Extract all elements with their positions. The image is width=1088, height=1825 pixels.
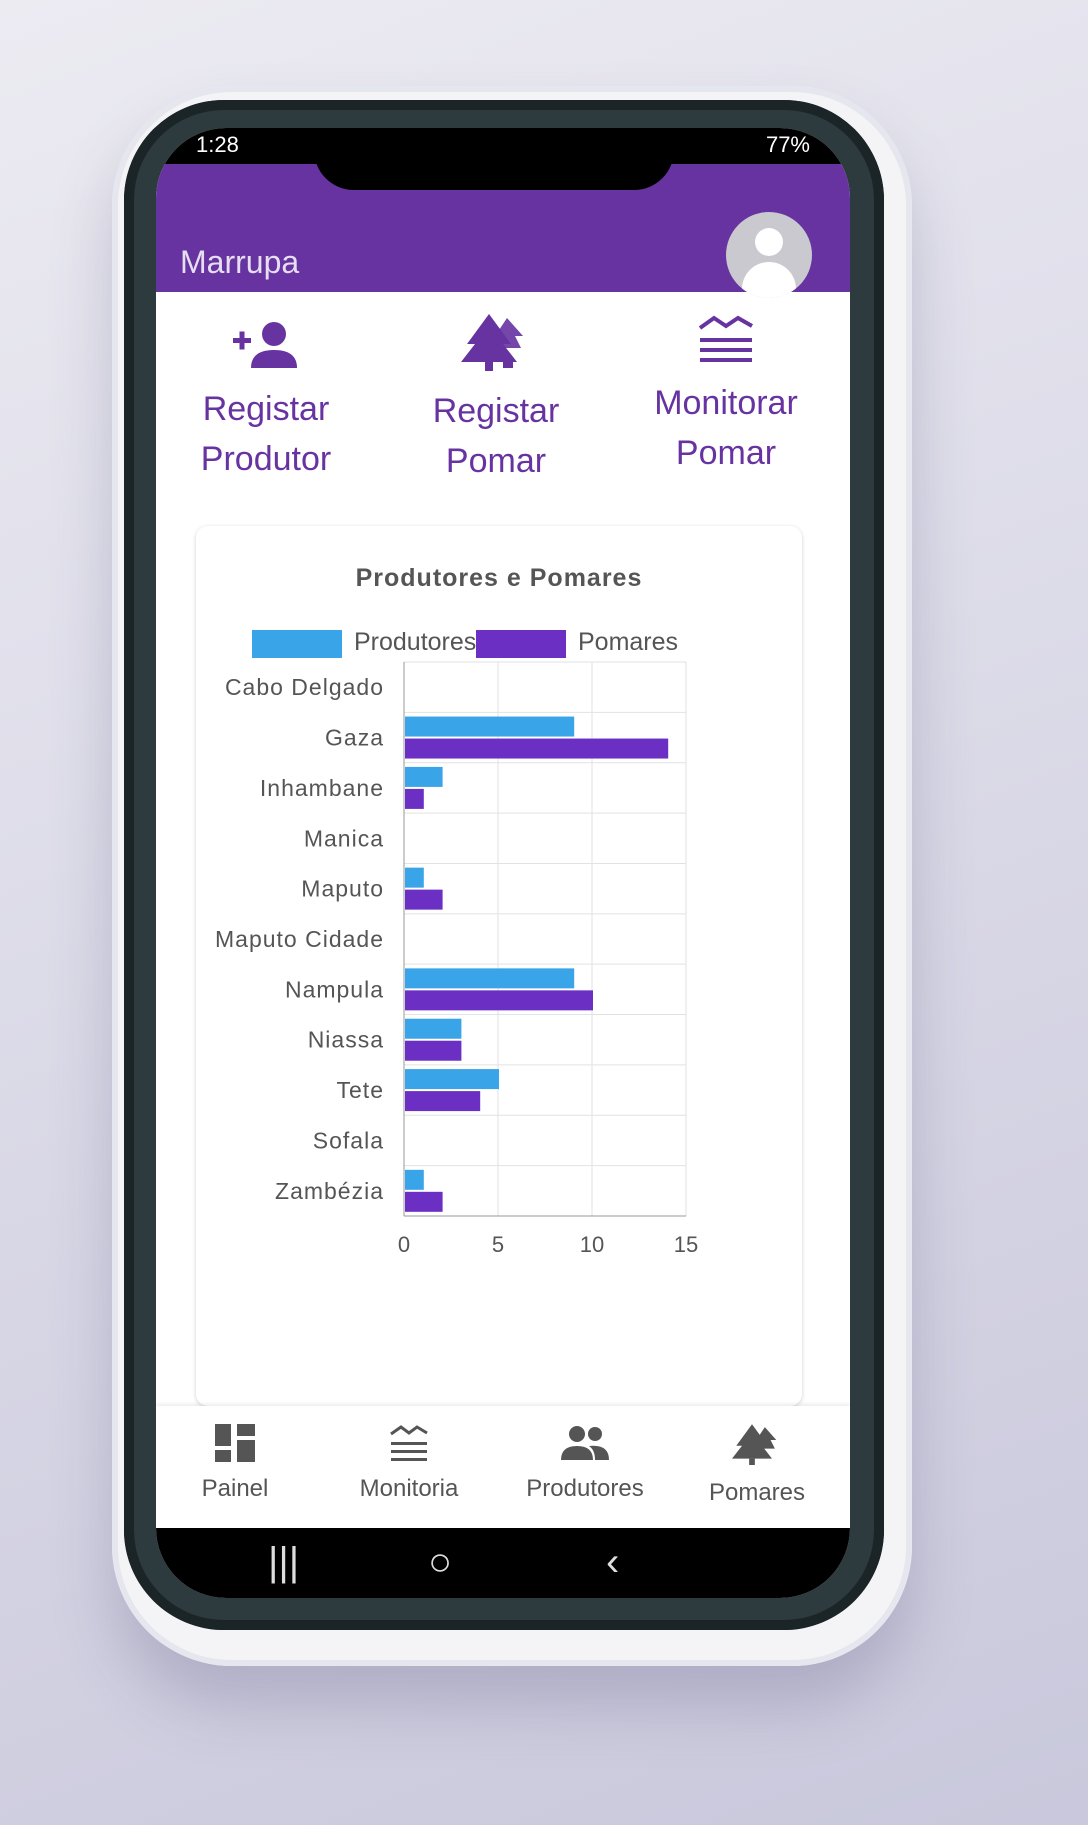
nav-produtores[interactable]: Produtores (500, 1424, 670, 1503)
camera-notch (314, 128, 674, 190)
bar-produtores (405, 1069, 499, 1090)
chart-title: Produtores e Pomares (355, 564, 643, 592)
people-icon (561, 1426, 609, 1460)
category-label: Nampula (285, 976, 384, 1002)
legend-label-pomares: Pomares (578, 628, 679, 656)
bar-pomares (405, 889, 443, 910)
legend-swatch-pomares (476, 630, 566, 658)
x-tick-label: 5 (492, 1232, 504, 1257)
category-label: Zambézia (275, 1178, 384, 1204)
monitor-orchard-button[interactable]: Monitorar Pomar (616, 314, 836, 478)
category-label: Inhambane (260, 775, 384, 801)
dashboard-icon (215, 1424, 255, 1462)
bar-produtores (405, 968, 575, 989)
category-label: Maputo Cidade (215, 926, 384, 952)
chart-legend: Produtores Pomares (196, 626, 802, 662)
x-tick-label: 10 (580, 1232, 604, 1257)
bar-produtores (405, 1169, 424, 1190)
register-orchard-button[interactable]: Registar Pomar (386, 314, 606, 486)
bar-pomares (405, 990, 593, 1011)
trees-icon (461, 314, 523, 371)
category-label: Sofala (313, 1127, 384, 1153)
nav-painel[interactable]: Painel (156, 1424, 320, 1503)
home-button[interactable]: ○ (428, 1540, 453, 1584)
nav-painel-label: Painel (201, 1475, 269, 1502)
bar-pomares (405, 1040, 462, 1061)
category-label: Cabo Delgado (225, 674, 384, 700)
add-person-icon (233, 322, 297, 368)
phone-screen: 1:28 77% Marrupa Registar Produtor (156, 128, 850, 1598)
person-icon-head (755, 228, 783, 256)
app-title: Marrupa (180, 244, 300, 280)
bar-chart: 0 5 10 15 Cabo Delgado Gaza Inhambane Manica Map… (215, 661, 698, 1257)
monitor-waves-icon (390, 1425, 428, 1461)
status-battery: 77% (765, 132, 810, 157)
bar-pomares (405, 1091, 481, 1112)
monitor-waves-icon (698, 315, 753, 362)
category-label: Maputo (301, 876, 384, 902)
category-label: Manica (304, 825, 384, 851)
nav-monitoria-label: Monitoria (359, 1475, 459, 1502)
category-label: Niassa (308, 1027, 384, 1053)
legend-swatch-produtores (252, 630, 342, 658)
trees-icon (732, 1424, 777, 1465)
register-producer-label: Registar Produtor (200, 390, 332, 478)
x-tick-label: 0 (398, 1232, 410, 1257)
profile-avatar-button[interactable] (726, 212, 812, 298)
category-label: Gaza (325, 725, 384, 751)
register-orchard-label: Registar Pomar (432, 392, 560, 480)
nav-pomares-label: Pomares (708, 1479, 806, 1506)
register-producer-button[interactable]: Registar Produtor (156, 320, 376, 484)
bar-pomares (405, 788, 424, 809)
bar-produtores (405, 716, 575, 737)
legend-label-produtores: Produtores (354, 628, 477, 656)
nav-monitoria[interactable]: Monitoria (324, 1424, 494, 1503)
recent-apps-button[interactable]: ||| (268, 1540, 300, 1584)
chart-card: Produtores e Pomares Produtores Pomares … (196, 526, 802, 1406)
person-icon-body (742, 262, 796, 298)
x-tick-label: 15 (674, 1232, 698, 1257)
status-time: 1:28 (196, 132, 239, 157)
bar-pomares (405, 738, 669, 759)
back-button[interactable]: ‹ (606, 1540, 620, 1584)
system-navigation-bar: ||| ○ ‹ (156, 1528, 850, 1598)
bar-produtores (405, 867, 424, 888)
category-label: Tete (337, 1077, 384, 1103)
nav-produtores-label: Produtores (526, 1475, 644, 1502)
nav-pomares[interactable]: Pomares (672, 1424, 842, 1507)
bar-produtores (405, 1018, 462, 1039)
bar-pomares (405, 1191, 443, 1212)
bottom-navigation: Painel Monitoria Produtores (156, 1406, 850, 1528)
quick-actions: Registar Produtor Registar Pomar Monitor… (156, 292, 850, 622)
monitor-orchard-label: Monitorar Pomar (654, 384, 798, 472)
bar-produtores (405, 766, 443, 787)
